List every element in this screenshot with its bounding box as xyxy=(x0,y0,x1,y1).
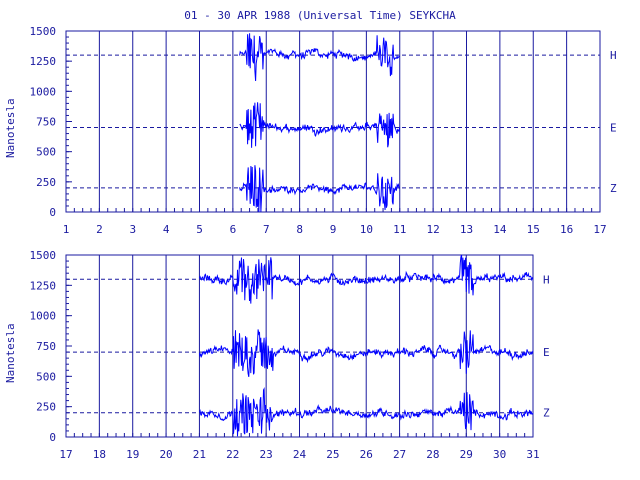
x-tick-label: 21 xyxy=(193,448,206,461)
x-tick-label: 2 xyxy=(96,223,103,236)
component-label: E xyxy=(543,346,550,359)
y-tick-label: 750 xyxy=(36,116,56,129)
trace-z xyxy=(198,387,534,437)
y-tick-label: 1500 xyxy=(30,25,57,38)
x-tick-label: 3 xyxy=(129,223,136,236)
x-tick-label: 17 xyxy=(593,223,606,236)
x-tick-label: 15 xyxy=(527,223,540,236)
x-tick-label: 9 xyxy=(330,223,337,236)
x-tick-label: 29 xyxy=(460,448,473,461)
x-tick-label: 28 xyxy=(426,448,439,461)
y-tick-label: 1250 xyxy=(30,55,57,68)
component-label: H xyxy=(543,273,550,286)
x-tick-label: 26 xyxy=(360,448,373,461)
y-tick-label: 0 xyxy=(49,206,56,219)
x-tick-label: 27 xyxy=(393,448,406,461)
x-tick-label: 24 xyxy=(293,448,307,461)
component-label: Z xyxy=(610,182,617,195)
x-tick-label: 6 xyxy=(230,223,237,236)
y-tick-label: 1000 xyxy=(30,310,57,323)
chart-title: 01 - 30 APR 1988 (Universal Time) SEYKCH… xyxy=(184,9,456,22)
x-tick-label: 4 xyxy=(163,223,170,236)
y-tick-label: 1000 xyxy=(30,85,57,98)
trace-h xyxy=(239,33,401,82)
component-label: H xyxy=(610,49,617,62)
trace-z xyxy=(239,165,400,213)
x-tick-label: 1 xyxy=(63,223,70,236)
trace-e xyxy=(198,329,534,378)
x-tick-label: 16 xyxy=(560,223,573,236)
x-tick-label: 17 xyxy=(59,448,72,461)
trace-h xyxy=(198,254,534,304)
y-tick-label: 250 xyxy=(36,401,56,414)
x-tick-label: 18 xyxy=(93,448,106,461)
component-label: E xyxy=(610,122,617,135)
x-tick-label: 19 xyxy=(126,448,139,461)
x-tick-label: 25 xyxy=(326,448,339,461)
y-axis-label-top: Nanotesla xyxy=(4,98,17,158)
y-tick-label: 500 xyxy=(36,146,56,159)
x-tick-label: 13 xyxy=(460,223,473,236)
x-tick-label: 11 xyxy=(393,223,406,236)
y-tick-label: 750 xyxy=(36,340,56,353)
x-tick-label: 14 xyxy=(493,223,507,236)
component-label: Z xyxy=(543,407,550,420)
x-tick-label: 23 xyxy=(260,448,273,461)
y-tick-label: 0 xyxy=(49,431,56,444)
x-tick-label: 10 xyxy=(360,223,373,236)
y-axis-label-bottom: Nanotesla xyxy=(4,323,17,383)
y-tick-label: 250 xyxy=(36,176,56,189)
x-tick-label: 30 xyxy=(493,448,506,461)
trace-e xyxy=(239,102,401,148)
x-tick-label: 20 xyxy=(159,448,172,461)
x-tick-label: 31 xyxy=(526,448,539,461)
y-tick-label: 1250 xyxy=(30,279,57,292)
x-tick-label: 7 xyxy=(263,223,270,236)
y-tick-label: 500 xyxy=(36,370,56,383)
x-tick-label: 5 xyxy=(196,223,203,236)
x-tick-label: 8 xyxy=(296,223,303,236)
x-tick-label: 12 xyxy=(427,223,440,236)
y-tick-label: 1500 xyxy=(30,249,57,262)
x-tick-label: 22 xyxy=(226,448,239,461)
